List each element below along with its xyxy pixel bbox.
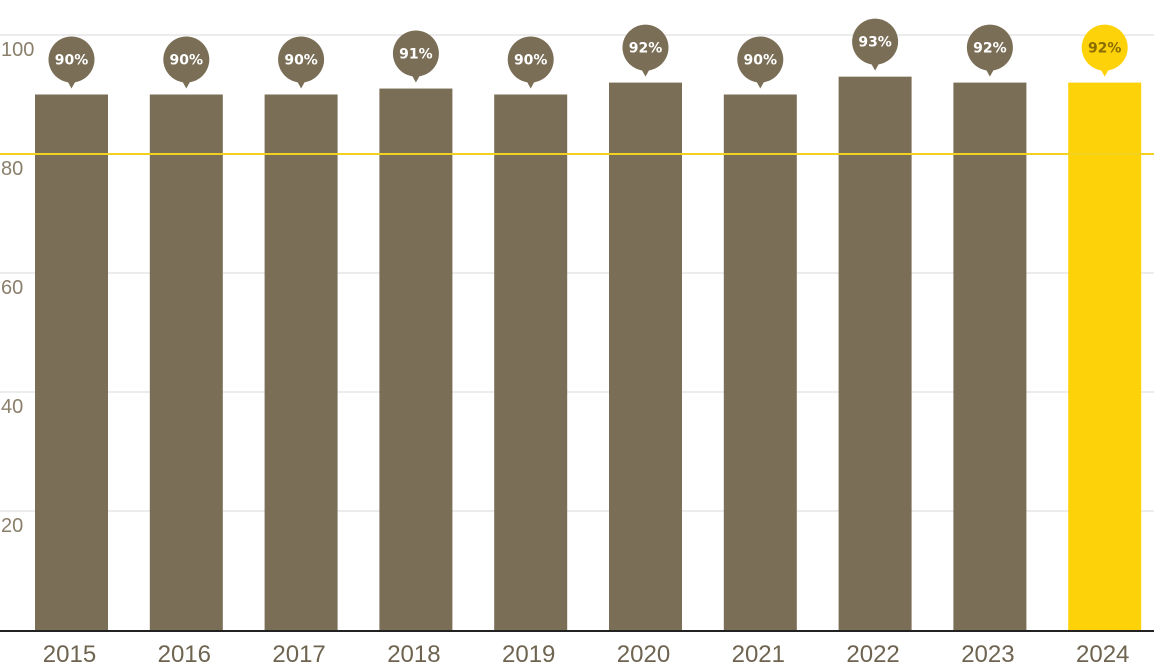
x-tick-label: 2016 xyxy=(158,641,211,668)
data-label-bubble: 92% xyxy=(622,24,669,77)
data-label-bubble: 92% xyxy=(966,24,1013,77)
x-tick-label: 2017 xyxy=(272,641,325,668)
bar xyxy=(1068,82,1142,631)
x-tick-label: 2023 xyxy=(961,641,1014,668)
data-label-bubble: 90% xyxy=(507,36,554,89)
data-label: 93% xyxy=(858,35,892,51)
bar xyxy=(494,94,568,630)
bar xyxy=(149,94,223,630)
data-label-bubble: 90% xyxy=(163,36,210,89)
data-labels: 90% 90% 90% 91% 90% 92% 90% 93% 92% 92% xyxy=(48,18,1128,89)
y-tick-label: 80 xyxy=(1,158,23,180)
data-label: 91% xyxy=(399,47,433,63)
data-label: 90% xyxy=(514,53,548,69)
y-axis-ticks: 100 80 60 40 20 xyxy=(1,39,34,537)
data-label: 90% xyxy=(744,53,778,69)
y-tick-label: 20 xyxy=(1,515,23,537)
x-tick-label: 2021 xyxy=(732,641,785,668)
data-label: 90% xyxy=(55,53,89,69)
data-label: 90% xyxy=(284,53,318,69)
data-label: 92% xyxy=(973,41,1007,57)
data-label-bubble: 91% xyxy=(392,30,439,83)
x-tick-label: 2024 xyxy=(1076,641,1129,668)
y-tick-label: 100 xyxy=(1,39,34,61)
data-label: 92% xyxy=(629,41,663,57)
x-tick-label: 2018 xyxy=(387,641,440,668)
bar xyxy=(723,94,797,630)
bar xyxy=(35,94,108,630)
bar xyxy=(838,76,912,630)
x-tick-label: 2015 xyxy=(43,641,96,668)
bar xyxy=(609,82,682,631)
bars xyxy=(35,76,1142,631)
bar xyxy=(264,94,338,630)
x-tick-label: 2020 xyxy=(617,641,670,668)
y-tick-label: 40 xyxy=(1,396,23,418)
data-label-bubble: 92% xyxy=(1081,24,1128,77)
data-label: 90% xyxy=(170,53,204,69)
data-label: 92% xyxy=(1088,41,1122,57)
x-axis-ticks: 2015 2016 2017 2018 2019 2020 2021 2022 2023 2024 xyxy=(43,641,1130,668)
data-label-bubble: 93% xyxy=(852,18,899,71)
bar xyxy=(953,82,1027,631)
data-label-bubble: 90% xyxy=(48,36,95,89)
data-label-bubble: 90% xyxy=(278,36,325,89)
y-tick-label: 60 xyxy=(1,277,23,299)
x-tick-label: 2019 xyxy=(502,641,555,668)
bar xyxy=(379,88,453,631)
data-label-bubble: 90% xyxy=(737,36,784,89)
x-tick-label: 2022 xyxy=(846,641,899,668)
